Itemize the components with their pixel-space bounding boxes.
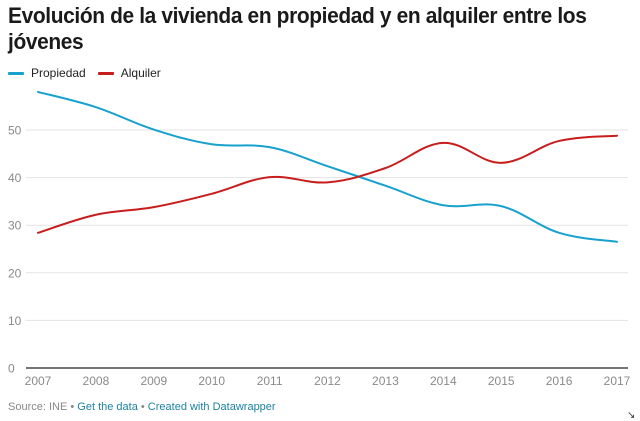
y-axis-ticks: 0 10 20 30 40 50: [8, 124, 22, 376]
x-tick-label: 2011: [257, 374, 283, 388]
x-tick-label: 2014: [430, 374, 457, 388]
chart-title: Evolución de la vivienda en propiedad y …: [8, 3, 587, 54]
legend-item-alquiler: Alquiler: [97, 66, 161, 80]
x-tick-label: 2013: [372, 374, 399, 388]
legend-swatch-alquiler: [97, 71, 114, 75]
x-tick-label: 2015: [488, 374, 515, 388]
series-line-propiedad: [37, 90, 618, 243]
y-tick-label: 10: [8, 314, 22, 328]
x-tick-label: 2017: [604, 374, 631, 388]
series-line-alquiler: [37, 134, 618, 234]
separator: •: [137, 401, 148, 413]
y-tick-label: 40: [8, 171, 22, 185]
legend-item-propiedad: Propiedad: [8, 66, 86, 80]
datawrapper-link[interactable]: Created with Datawrapper: [147, 401, 276, 413]
y-tick-label: 50: [8, 124, 22, 138]
x-tick-label: 2009: [140, 374, 167, 388]
legend-label-propiedad: Propiedad: [31, 66, 86, 80]
get-the-data-link[interactable]: Get the data: [77, 401, 138, 413]
line-chart: 0 10 20 30 40 50 2007 2008 2009 2010 2011 2012 2013…: [8, 90, 631, 388]
y-tick-label: 20: [8, 266, 22, 280]
legend-swatch-propiedad: [8, 71, 24, 75]
series-lines: [37, 90, 618, 243]
resize-handle-icon[interactable]: ↘: [627, 410, 636, 421]
legend-label-alquiler: Alquiler: [120, 66, 161, 80]
x-tick-label: 2008: [83, 374, 110, 388]
source-text: Source: INE: [8, 401, 68, 413]
y-tick-label: 30: [8, 219, 22, 233]
y-tick-label: 0: [8, 362, 15, 376]
x-axis-ticks: 2007 2008 2009 2010 2011 2012 2013 2014 2015 2016…: [25, 374, 631, 388]
x-tick-label: 2007: [25, 374, 52, 388]
x-tick-label: 2016: [546, 374, 573, 388]
x-tick-label: 2010: [198, 374, 225, 388]
gridlines: [26, 129, 628, 369]
legend: Propiedad Alquiler: [8, 66, 173, 80]
footer: Source: INE • Get the data • Created wit…: [8, 401, 276, 413]
separator: •: [67, 401, 78, 413]
x-tick-label: 2012: [314, 374, 341, 388]
